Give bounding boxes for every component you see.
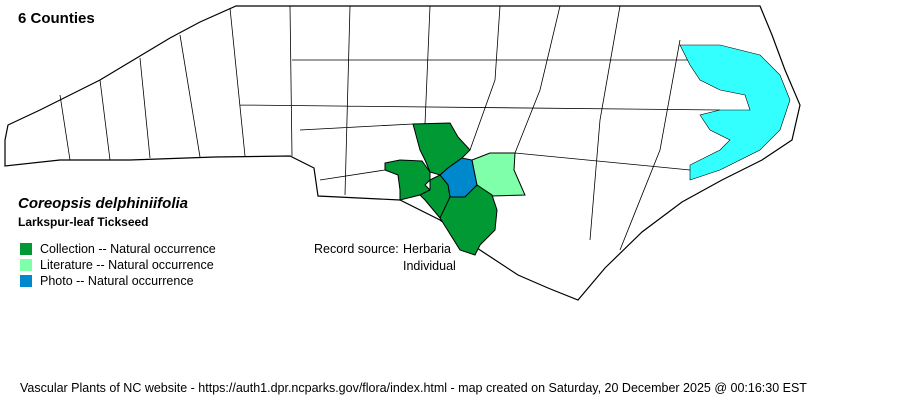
sound-water [679,44,791,181]
legend-item-photo: Photo -- Natural occurrence [20,274,194,288]
county-collection[interactable] [439,184,498,256]
county-count: 6 Counties [18,10,95,27]
state-outline [4,5,801,301]
scientific-name: Coreopsis delphiniifolia [18,195,189,212]
legend-item-literature: Literature -- Natural occurrence [20,258,214,272]
legend-label: Collection -- Natural occurrence [40,242,216,256]
legend-label: Photo -- Natural occurrence [40,274,194,288]
record-source-label: Record source: [314,242,399,256]
record-source-individual: Individual [403,259,456,273]
legend-swatch [20,275,32,287]
legend-swatch [20,259,32,271]
legend-swatch [20,243,32,255]
county-lines [59,5,760,251]
record-source-herbaria: Herbaria [403,242,451,256]
legend-label: Literature -- Natural occurrence [40,258,214,272]
legend-item-collection: Collection -- Natural occurrence [20,242,216,256]
common-name: Larkspur-leaf Tickseed [18,215,149,229]
footer-text: Vascular Plants of NC website - https://… [20,381,807,395]
